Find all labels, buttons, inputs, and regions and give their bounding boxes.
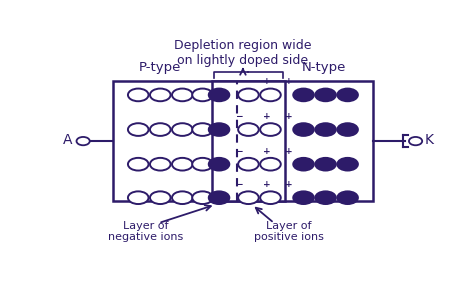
- Ellipse shape: [172, 88, 192, 101]
- Text: Depletion region wide
on lightly doped side: Depletion region wide on lightly doped s…: [174, 40, 312, 68]
- Ellipse shape: [172, 158, 192, 170]
- Text: A: A: [63, 133, 72, 147]
- Text: K: K: [425, 133, 434, 147]
- Text: −: −: [235, 112, 242, 121]
- Ellipse shape: [192, 191, 213, 204]
- Ellipse shape: [293, 191, 314, 204]
- Bar: [112, 81, 374, 201]
- Ellipse shape: [337, 88, 358, 101]
- Ellipse shape: [293, 88, 314, 101]
- Text: P-type: P-type: [139, 61, 182, 74]
- Ellipse shape: [260, 88, 281, 101]
- Ellipse shape: [209, 123, 229, 136]
- Ellipse shape: [192, 123, 213, 136]
- Ellipse shape: [192, 88, 213, 101]
- Text: −: −: [235, 77, 242, 86]
- Text: +: +: [263, 112, 271, 121]
- Ellipse shape: [315, 123, 336, 136]
- Ellipse shape: [293, 158, 314, 170]
- Circle shape: [409, 137, 422, 145]
- Ellipse shape: [172, 123, 192, 136]
- Ellipse shape: [238, 88, 259, 101]
- Text: +: +: [285, 147, 293, 156]
- Circle shape: [76, 137, 90, 145]
- Text: +: +: [285, 180, 293, 189]
- Text: +: +: [285, 77, 293, 86]
- Ellipse shape: [293, 123, 314, 136]
- Ellipse shape: [150, 123, 171, 136]
- Bar: [212, 81, 285, 201]
- Ellipse shape: [260, 123, 281, 136]
- Ellipse shape: [315, 158, 336, 170]
- Ellipse shape: [150, 191, 171, 204]
- Text: N-type: N-type: [301, 61, 346, 74]
- Text: Layer of
positive ions: Layer of positive ions: [254, 221, 324, 242]
- Ellipse shape: [128, 123, 148, 136]
- Ellipse shape: [238, 158, 259, 170]
- Ellipse shape: [315, 191, 336, 204]
- Ellipse shape: [337, 158, 358, 170]
- Ellipse shape: [192, 158, 213, 170]
- Ellipse shape: [238, 191, 259, 204]
- Ellipse shape: [128, 88, 148, 101]
- Ellipse shape: [209, 88, 229, 101]
- Text: −: −: [235, 147, 242, 156]
- Ellipse shape: [128, 158, 148, 170]
- Ellipse shape: [150, 158, 171, 170]
- Text: Layer of
negative ions: Layer of negative ions: [108, 221, 183, 242]
- Ellipse shape: [337, 191, 358, 204]
- Ellipse shape: [209, 191, 229, 204]
- Text: −: −: [235, 180, 242, 189]
- Ellipse shape: [337, 123, 358, 136]
- Ellipse shape: [260, 191, 281, 204]
- Text: +: +: [285, 112, 293, 121]
- Text: +: +: [263, 147, 271, 156]
- Ellipse shape: [209, 158, 229, 170]
- Ellipse shape: [172, 191, 192, 204]
- Text: +: +: [263, 180, 271, 189]
- Ellipse shape: [238, 123, 259, 136]
- Ellipse shape: [260, 158, 281, 170]
- Ellipse shape: [150, 88, 171, 101]
- Text: +: +: [263, 77, 271, 86]
- Ellipse shape: [315, 88, 336, 101]
- Ellipse shape: [128, 191, 148, 204]
